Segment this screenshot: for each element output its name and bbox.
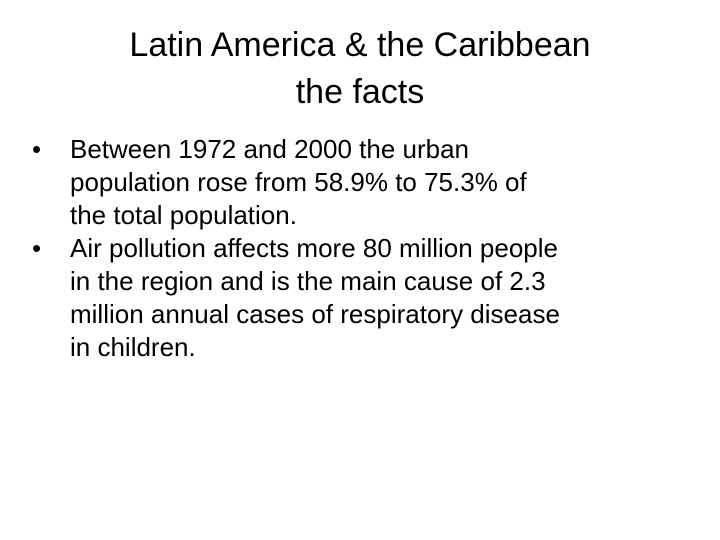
- bullet-text-line: in children.: [70, 332, 196, 362]
- bullet-point-icon: •: [32, 233, 42, 263]
- bullet-text-line: the total population.: [70, 200, 297, 230]
- bullet-text-line: million annual cases of respiratory dise…: [70, 299, 560, 329]
- bullet-text-line: in the region and is the main cause of 2…: [70, 266, 546, 296]
- bullet-list: • Between 1972 and 2000 the urban popula…: [30, 133, 690, 364]
- slide-title: Latin America & the Caribbean the facts: [60, 22, 660, 116]
- bullet-item-air-pollution: • Air pollution affects more 80 million …: [30, 232, 690, 364]
- bullet-text-line: Between 1972 and 2000 the urban: [70, 134, 470, 164]
- slide-title-line-2: the facts: [295, 73, 425, 111]
- bullet-text-line: Air pollution affects more 80 million pe…: [70, 233, 559, 263]
- bullet-point-icon: •: [32, 134, 42, 164]
- slide-title-line-1: Latin America & the Caribbean: [129, 26, 591, 64]
- bullet-text-line: population rose from 58.9% to 75.3% of: [70, 167, 527, 197]
- bullet-item-urban-population: • Between 1972 and 2000 the urban popula…: [30, 133, 690, 232]
